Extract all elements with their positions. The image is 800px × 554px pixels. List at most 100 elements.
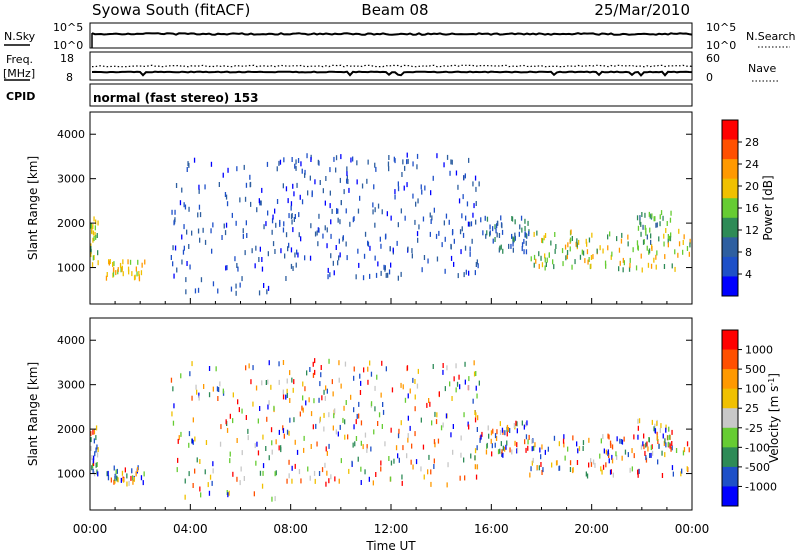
velocity-mark-r3-238 (467, 421, 469, 427)
power-mark-r3-36 (478, 181, 480, 187)
power-mark-r3-46 (337, 208, 339, 214)
power-mark-r2-19 (211, 248, 213, 254)
power-mark-r3-71 (377, 261, 379, 267)
velocity-mark-r3-107 (360, 420, 363, 426)
velocity-mark-r3-78 (364, 432, 367, 438)
velocity-mark-r3-158 (305, 400, 307, 406)
velocity-mark-r2-27 (275, 470, 277, 476)
power-mark-r2-60 (202, 227, 204, 233)
power-mark-r3-234 (459, 229, 462, 235)
power-mark-r3-49 (396, 240, 398, 246)
velocity-mark-r1-29 (128, 480, 130, 486)
velocity-mark-r2-14 (257, 450, 260, 456)
velocity-scatter (90, 358, 690, 502)
power-mark-r3-38 (472, 212, 474, 218)
velocity-mark-r4-48 (490, 438, 492, 444)
power-mark-r1-5 (144, 259, 146, 265)
velocity-mark-r5-120 (611, 458, 614, 464)
power-mark-r3-40 (420, 184, 422, 190)
velocity-mark-r3-185 (397, 453, 399, 459)
velocity-mark-r5-111 (621, 455, 623, 461)
power-mark-r4-26 (511, 216, 514, 222)
cpid-value: normal (fast stereo) 153 (93, 91, 259, 105)
power-mark-r3-147 (364, 231, 367, 237)
velocity-mark-r3-117 (370, 371, 373, 377)
velocity-mark-r6-3 (665, 424, 667, 430)
power-mark-r2-4 (187, 161, 189, 167)
nsearch-right-tick-top: 10^5 (706, 21, 736, 34)
velocity-mark-r2-70 (203, 384, 205, 389)
power-mark-r0-24 (90, 252, 92, 258)
power-mark-r2-32 (199, 237, 201, 243)
velocity-mark-r6-34 (653, 426, 655, 432)
velocity-mark-r6-32 (656, 431, 658, 437)
power-mark-r1-11 (140, 270, 143, 276)
velocity-mark-r3-118 (367, 379, 369, 385)
power-mark-r2-2 (266, 289, 268, 295)
power-mark-r5-90 (587, 259, 589, 265)
velocity-mark-r2-21 (248, 363, 250, 369)
power-mark-r6-14 (655, 222, 657, 228)
velocity-mark-r3-191 (440, 425, 443, 431)
power-mark-r2-90 (274, 249, 276, 254)
power-mark-r3-1 (394, 194, 396, 200)
power-mark-r5-53 (671, 263, 673, 269)
velocity-mark-r5-91 (605, 449, 607, 455)
power-mark-r5-76 (689, 242, 691, 248)
power-mark-r5-74 (623, 260, 625, 266)
velocity-mark-r3-25 (358, 413, 360, 419)
velocity-mark-r2-30 (271, 449, 273, 455)
freq-panel: Freq. [MHz] 18 8 60 0 Nave (3, 51, 778, 84)
power-mark-r4-2 (492, 226, 494, 232)
power-mark-r3-209 (384, 234, 387, 240)
velocity-colorbar-tick-3: 25 (745, 402, 759, 415)
velocity-mark-r3-36 (430, 469, 432, 475)
velocity-mark-r3-65 (475, 385, 477, 391)
power-mark-r1-30 (122, 259, 124, 265)
power-mark-r2-1 (271, 218, 274, 224)
power-mark-r3-241 (402, 159, 404, 165)
velocity-mark-r2-92 (211, 480, 213, 486)
power-mark-r2-84 (255, 245, 257, 251)
power-mark-r3-276 (453, 261, 455, 267)
velocity-mark-r2-22 (196, 457, 198, 463)
date-title: 25/Mar/2010 (594, 1, 690, 19)
velocity-mark-r4-12 (497, 449, 500, 455)
velocity-mark-r6-1 (637, 418, 639, 424)
power-mark-r5-87 (619, 260, 621, 266)
power-mark-r2-115 (188, 162, 190, 168)
power-colorbar-swatch-4 (722, 198, 738, 219)
velocity-mark-r3-262 (302, 381, 304, 387)
velocity-colorbar: 1000 500 100 25 -25 -100 -500 -1000 Velocity [m… (721, 329, 781, 507)
velocity-mark-r5-57 (608, 434, 610, 440)
power-mark-r3-192 (324, 225, 326, 231)
power-mark-r3-9 (348, 187, 350, 193)
velocity-mark-r2-102 (229, 458, 231, 464)
power-mark-r3-247 (327, 267, 329, 273)
power-mark-r5-70 (586, 249, 589, 255)
velocity-mark-r3-119 (286, 429, 289, 435)
power-mark-r6-23 (649, 227, 651, 233)
power-mark-r3-188 (406, 159, 408, 165)
velocity-mark-r6-12 (665, 427, 667, 433)
power-mark-r3-115 (403, 185, 405, 191)
velocity-mark-r4-33 (509, 428, 511, 433)
velocity-mark-r0-2 (92, 463, 94, 469)
velocity-mark-r2-68 (199, 459, 201, 464)
power-mark-r2-34 (183, 224, 185, 230)
power-mark-r3-135 (355, 274, 357, 280)
velocity-mark-r3-174 (477, 415, 479, 421)
power-mark-r3-242 (473, 203, 475, 209)
power-mark-r2-41 (225, 194, 228, 200)
power-mark-r3-65 (475, 219, 477, 225)
xtick-6: 00:00 (675, 522, 710, 536)
velocity-mark-r2-46 (236, 476, 238, 482)
velocity-mark-r5-77 (643, 444, 645, 450)
power-mark-r3-256 (327, 274, 329, 280)
power-mark-r6-36 (645, 230, 647, 236)
velocity-mark-r5-13 (558, 465, 560, 471)
power-mark-r3-109 (346, 171, 348, 176)
power-mark-r2-89 (239, 197, 241, 203)
velocity-mark-r3-245 (278, 361, 280, 367)
velocity-mark-r2-31 (261, 380, 263, 386)
